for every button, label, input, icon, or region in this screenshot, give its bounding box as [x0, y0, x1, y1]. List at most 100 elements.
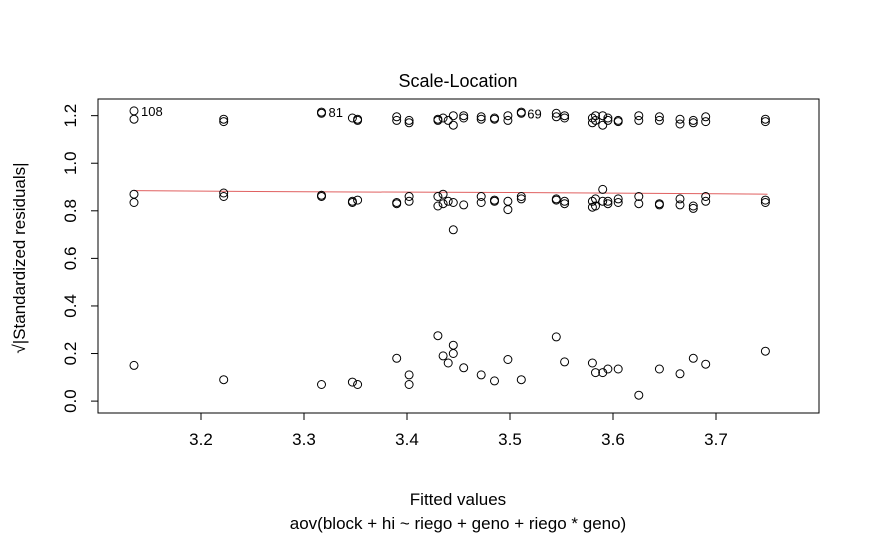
point-label: 69	[527, 106, 541, 121]
data-point	[476, 112, 486, 122]
data-point	[347, 377, 357, 387]
data-point	[438, 351, 448, 361]
data-point	[219, 117, 229, 127]
data-point	[347, 113, 357, 123]
data-point	[701, 117, 711, 127]
data-point	[634, 199, 644, 209]
data-point	[219, 375, 229, 385]
point-label: 108	[141, 104, 163, 119]
data-point	[613, 117, 623, 127]
data-point	[459, 111, 469, 121]
data-point	[760, 195, 770, 205]
data-point	[129, 114, 139, 124]
x-tick-label: 3.4	[395, 430, 419, 449]
data-point	[654, 200, 664, 210]
data-point	[438, 189, 448, 199]
data-point	[675, 200, 685, 210]
data-point	[448, 225, 458, 235]
x-axis: 3.2 3.3 3.4 3.5 3.6 3.7	[189, 412, 728, 449]
data-point	[317, 380, 326, 389]
data-point	[654, 364, 664, 374]
svg-text:√|Standardized residuals|: √|Standardized residuals|	[10, 162, 29, 353]
data-point	[459, 363, 469, 373]
data-point	[701, 192, 711, 201]
data-point	[675, 369, 685, 379]
data-point	[503, 111, 513, 121]
data-point	[591, 115, 600, 125]
data-point	[490, 376, 499, 386]
data-point	[433, 331, 443, 341]
data-point	[591, 201, 600, 211]
data-point	[560, 196, 570, 206]
data-point	[353, 115, 363, 125]
data-point	[587, 196, 597, 206]
x-tick-label: 3.3	[292, 430, 316, 449]
data-point	[675, 114, 685, 124]
data-point	[404, 196, 414, 206]
data-point	[654, 112, 664, 122]
data-point	[760, 117, 770, 127]
data-point	[603, 364, 613, 374]
data-point	[476, 114, 486, 124]
data-point	[129, 198, 139, 207]
x-tick-label: 3.2	[189, 430, 213, 449]
data-point	[760, 198, 770, 207]
data-point	[129, 106, 139, 116]
data-point	[613, 364, 623, 374]
x-tick-label: 3.5	[498, 430, 522, 449]
data-point	[701, 112, 711, 122]
data-point	[598, 184, 608, 194]
data-point	[392, 112, 402, 122]
data-point	[404, 380, 414, 389]
y-tick-label: 0.2	[61, 342, 80, 366]
y-tick-label: 0.4	[61, 294, 80, 318]
x-axis-subtitle: aov(block + hi ~ riego + geno + riego * …	[290, 514, 626, 533]
data-point	[443, 196, 453, 206]
x-tick-label: 3.7	[704, 430, 728, 449]
y-axis: 0.0 0.2 0.4 0.6 0.8 1.0 1.2	[61, 104, 99, 413]
data-point	[551, 108, 561, 118]
data-point	[476, 370, 486, 380]
data-point	[503, 196, 513, 206]
data-point	[654, 115, 664, 125]
data-point	[490, 114, 499, 124]
data-point	[516, 192, 526, 201]
data-point	[516, 108, 526, 118]
data-point	[129, 189, 139, 199]
data-point	[438, 113, 448, 123]
data-point	[634, 192, 644, 201]
data-point	[503, 355, 513, 364]
data-point	[613, 194, 623, 204]
x-tick-label: 3.6	[601, 430, 625, 449]
data-point	[503, 205, 513, 215]
point-label: 81	[329, 105, 343, 120]
data-point	[591, 111, 600, 121]
data-point	[443, 358, 453, 368]
data-point	[317, 108, 326, 118]
data-point	[404, 192, 414, 201]
data-point	[476, 198, 486, 207]
data-points	[129, 106, 770, 400]
data-point	[598, 120, 608, 130]
data-point	[560, 111, 570, 121]
data-point	[587, 358, 597, 368]
data-point	[688, 353, 698, 363]
data-point	[634, 111, 644, 121]
data-point	[560, 113, 570, 123]
data-point	[675, 194, 685, 204]
y-tick-label: 1.0	[61, 151, 80, 175]
data-point	[560, 357, 570, 367]
data-point	[404, 118, 414, 128]
data-point	[433, 115, 443, 125]
data-point	[129, 360, 139, 370]
data-point	[688, 201, 698, 211]
data-point	[634, 115, 644, 125]
data-point	[392, 199, 402, 209]
data-point	[675, 119, 685, 129]
smoother-line	[133, 190, 768, 195]
data-point	[448, 120, 458, 130]
x-axis-title: Fitted values	[410, 490, 506, 509]
y-tick-label: 1.2	[61, 104, 80, 128]
data-point	[459, 200, 469, 210]
data-point	[448, 349, 458, 358]
